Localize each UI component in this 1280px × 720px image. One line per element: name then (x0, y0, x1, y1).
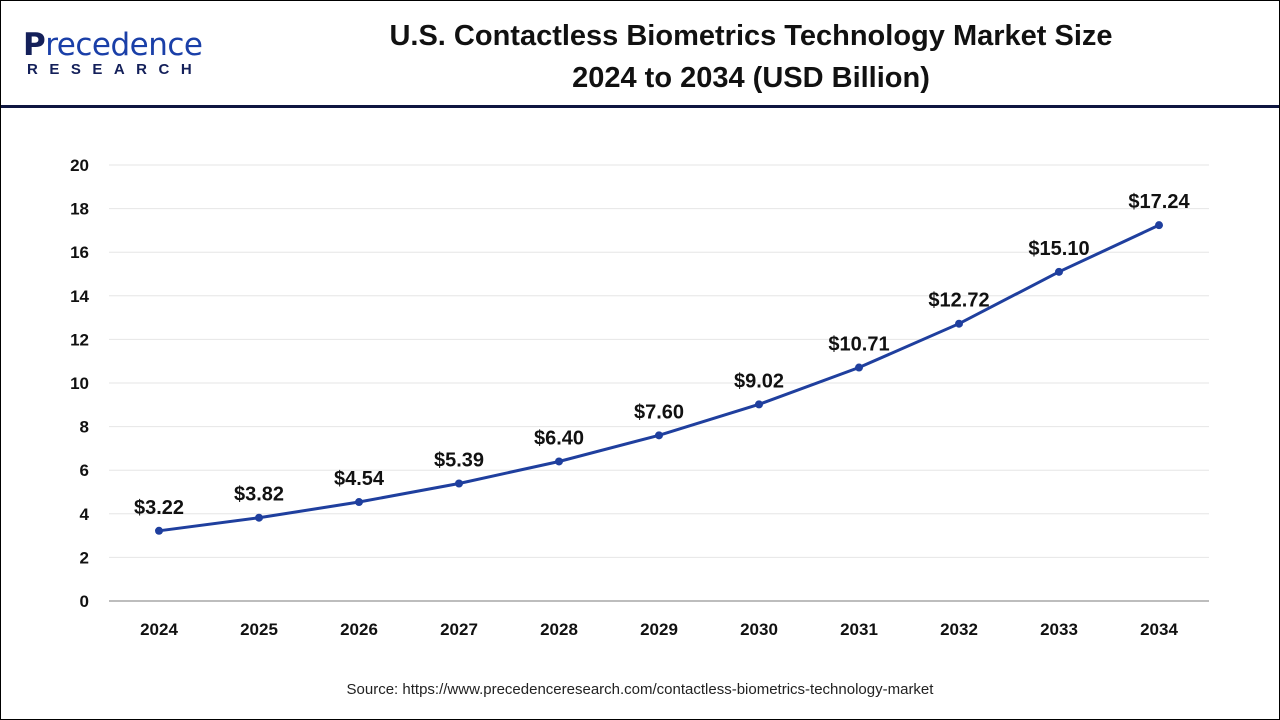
data-point (1155, 221, 1163, 230)
y-tick-label: 0 (80, 592, 89, 611)
header: Precedence RESEARCH U.S. Contactless Bio… (1, 1, 1279, 108)
data-point (255, 513, 263, 522)
data-point (855, 363, 863, 372)
y-tick-label: 8 (80, 418, 89, 437)
logo-wordmark: Precedence (23, 27, 203, 63)
precedence-research-logo: Precedence RESEARCH (23, 29, 203, 79)
data-label: $17.24 (1128, 191, 1190, 213)
x-tick-label: 2024 (140, 620, 178, 639)
y-tick-label: 12 (70, 330, 89, 349)
x-tick-label: 2031 (840, 620, 878, 639)
y-tick-label: 4 (80, 505, 90, 524)
data-point (355, 498, 363, 507)
y-tick-label: 6 (80, 461, 89, 480)
series-line (158, 223, 1160, 533)
data-label: $15.10 (1028, 238, 1089, 260)
y-tick-label: 2 (80, 548, 89, 567)
chart-title: U.S. Contactless Biometrics Technology M… (301, 15, 1201, 99)
data-label: $5.39 (434, 449, 484, 471)
y-tick-label: 14 (70, 287, 89, 306)
x-tick-label: 2032 (940, 620, 978, 639)
data-point (155, 526, 163, 535)
y-tick-label: 18 (70, 200, 89, 219)
x-tick-label: 2027 (440, 620, 478, 639)
data-point (1055, 267, 1063, 276)
x-tick-label: 2034 (1140, 620, 1178, 639)
source-note: Source: https://www.precedenceresearch.c… (346, 681, 934, 698)
data-label: $6.40 (534, 427, 584, 449)
data-label: $10.71 (828, 334, 889, 356)
x-tick-label: 2026 (340, 620, 378, 639)
title-line-1: U.S. Contactless Biometrics Technology M… (389, 20, 1113, 52)
x-tick-label: 2029 (640, 620, 678, 639)
data-label: $4.54 (334, 468, 385, 490)
y-tick-label: 10 (70, 374, 89, 393)
title-line-2: 2024 to 2034 (USD Billion) (572, 62, 930, 94)
data-label: $12.72 (928, 290, 989, 312)
y-tick-label: 20 (70, 156, 89, 175)
x-tick-label: 2033 (1040, 620, 1078, 639)
data-label: $3.82 (234, 484, 284, 506)
x-tick-label: 2028 (540, 620, 578, 639)
data-point (455, 479, 463, 488)
y-tick-label: 16 (70, 243, 89, 262)
logo-subtitle: RESEARCH (27, 61, 204, 78)
data-label: $7.60 (634, 401, 684, 423)
data-label: $9.02 (734, 370, 784, 392)
data-point (955, 319, 963, 328)
x-tick-label: 2030 (740, 620, 778, 639)
data-point (755, 400, 763, 409)
data-label: $3.22 (134, 497, 184, 519)
data-point (655, 431, 663, 440)
data-point (555, 457, 563, 466)
x-tick-label: 2025 (240, 620, 278, 639)
